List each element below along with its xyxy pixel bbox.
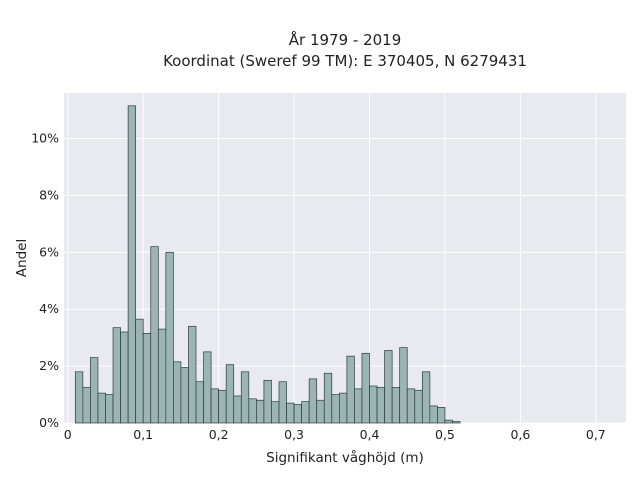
y-tick-label: 0% (39, 415, 59, 430)
histogram-bar (301, 401, 310, 424)
histogram-bar (338, 392, 348, 424)
histogram-bar (225, 364, 235, 424)
histogram-bar (97, 392, 106, 424)
x-tick-label: 0,7 (586, 427, 606, 442)
x-tick-label: 0,1 (133, 427, 153, 442)
histogram-bar (369, 385, 378, 424)
x-axis-ticks: 0 0,1 0,2 0,3 0,4 0,5 0,6 0,7 (64, 427, 606, 442)
histogram-bar (414, 389, 423, 424)
x-tick-label: 0,4 (360, 427, 380, 442)
histogram-bar (195, 381, 204, 424)
y-tick-label: 6% (39, 244, 59, 259)
y-tick-label: 4% (39, 301, 59, 316)
x-tick-label: 0 (64, 427, 72, 442)
x-tick-label: 0,5 (435, 427, 455, 442)
histogram-bar (173, 361, 182, 424)
histogram-bar (233, 395, 242, 424)
y-tick-label: 8% (39, 187, 59, 202)
histogram-bar (256, 399, 265, 424)
histogram-bar (271, 401, 280, 424)
histogram-bar (150, 246, 159, 424)
histogram-bar (74, 371, 84, 424)
y-axis-ticks: 0% 2% 4% 6% 8% 10% (31, 131, 59, 430)
histogram-bar (316, 399, 325, 424)
histogram-bar (286, 402, 295, 424)
histogram-bar (188, 325, 197, 424)
histogram-bar (157, 328, 167, 424)
histogram-bar (203, 351, 212, 424)
histogram-bar (210, 388, 219, 424)
x-tick-label: 0,2 (209, 427, 229, 442)
y-tick-label: 10% (31, 131, 59, 146)
histogram-bar (354, 388, 363, 424)
x-axis-label: Signifikant våghöjd (m) (266, 449, 424, 466)
y-tick-label: 2% (39, 358, 59, 373)
histogram-bar (248, 398, 257, 424)
histogram-bar (293, 404, 302, 424)
histogram-bar (105, 394, 114, 424)
histogram-bar (120, 331, 129, 424)
chart-title-line-1: År 1979 - 2019 (289, 30, 402, 49)
histogram-bar (429, 405, 438, 424)
histogram-bar (346, 355, 355, 424)
histogram-bar (384, 350, 393, 424)
histogram-bar (391, 387, 401, 424)
histogram-bar (127, 105, 137, 424)
histogram-bar (421, 371, 431, 424)
histogram-bar (323, 372, 333, 424)
histogram-bar (399, 347, 408, 424)
histogram-bar (240, 371, 250, 424)
histogram-bar (263, 379, 272, 424)
histogram-bar (142, 333, 152, 424)
histogram-bar (165, 251, 174, 424)
x-tick-label: 0,6 (510, 427, 530, 442)
x-tick-label: 0,3 (284, 427, 304, 442)
histogram-bar (180, 367, 189, 424)
histogram-bar (112, 327, 121, 424)
histogram-bar (278, 381, 287, 424)
histogram-bar (331, 394, 340, 424)
histogram-bar (452, 421, 461, 424)
histogram-bar (444, 419, 453, 424)
bars-group (74, 105, 461, 424)
histogram-bar (376, 387, 385, 424)
histogram-bar (135, 318, 144, 424)
histogram-bar (82, 387, 91, 424)
histogram-bar (361, 352, 370, 424)
histogram-bar (90, 357, 99, 424)
histogram-bar (218, 389, 227, 424)
histogram-bar (308, 378, 318, 424)
chart-title-line-2: Koordinat (Sweref 99 TM): E 370405, N 62… (163, 52, 527, 70)
histogram-bar (406, 388, 416, 424)
y-axis-label: Andel (14, 239, 30, 277)
histogram-bar (437, 407, 446, 424)
